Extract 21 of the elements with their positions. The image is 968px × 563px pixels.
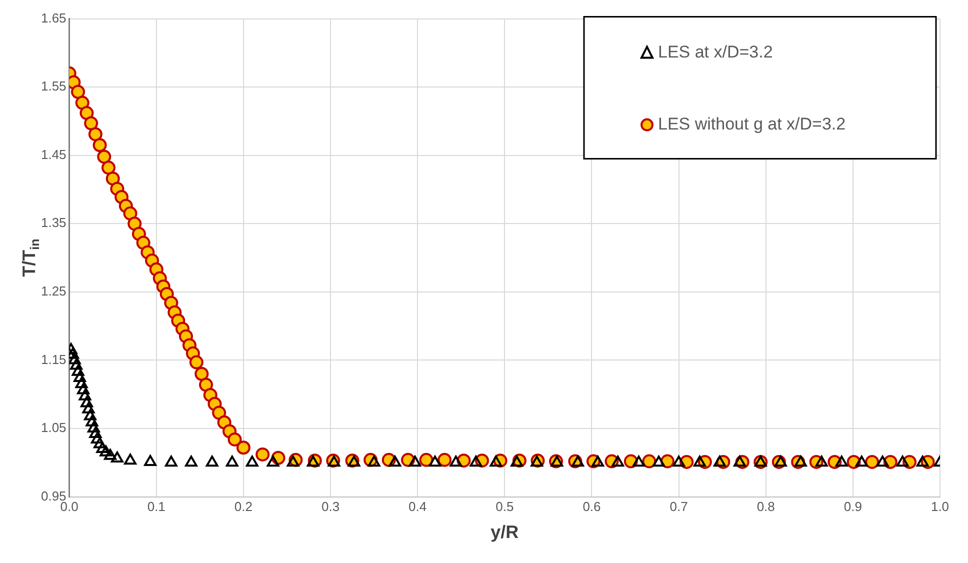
x-tick-label: 1.0 — [930, 499, 950, 514]
y-tick-label: 1.35 — [40, 215, 66, 230]
x-tick-label: 0.5 — [496, 499, 514, 514]
x-tick-label: 0.9 — [844, 499, 862, 514]
x-tick-label: 0.4 — [408, 499, 427, 514]
y-tick-label: 1.45 — [40, 146, 66, 162]
x-axis-title: y/R — [490, 522, 519, 542]
y-tick-label: 1.25 — [40, 284, 66, 299]
legend-label: LES at x/D=3.2 — [658, 42, 773, 62]
y-tick-label: 1.15 — [40, 352, 66, 367]
x-tick-label: 0.1 — [147, 499, 166, 514]
x-tick-label: 0.8 — [756, 499, 775, 514]
y-tick-label: 1.65 — [40, 10, 66, 26]
y-tick-label: 1.55 — [40, 78, 66, 94]
x-tick-label: 0.2 — [234, 499, 252, 514]
x-tick-label: 0.7 — [670, 499, 688, 514]
y-tick-label: 1.05 — [40, 420, 66, 436]
y-axis-title: T/Tin — [18, 238, 42, 277]
x-tick-label: 0.6 — [582, 499, 601, 514]
x-tick-label: 0.3 — [321, 499, 340, 514]
legend-label: LES without g at x/D=3.2 — [658, 114, 846, 134]
